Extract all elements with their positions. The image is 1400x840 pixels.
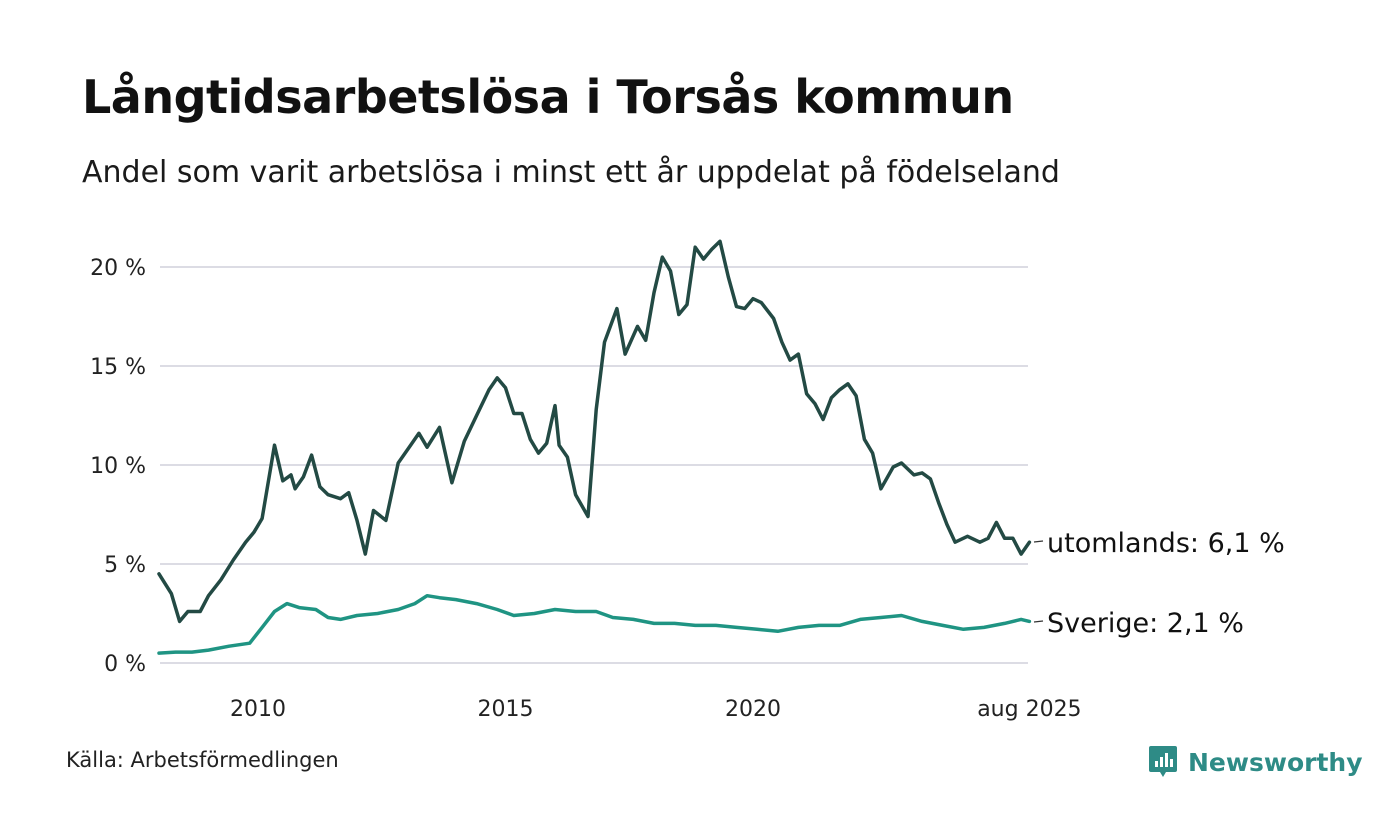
brand-logo: Newsworthy [1148,744,1363,780]
source-note: Källa: Arbetsförmedlingen [66,748,339,772]
y-tick-label: 5 % [104,553,146,578]
series-end-label: utomlands: 6,1 % [1047,528,1285,559]
series-lines [157,239,1032,655]
series-end-label: Sverige: 2,1 % [1047,608,1244,639]
label-connector [1033,620,1044,623]
brand-name: Newsworthy [1188,747,1363,777]
newsworthy-icon [1149,746,1177,777]
x-tick-label: 2010 [230,697,286,722]
chart-subtitle: Andel som varit arbetslösa i minst ett å… [82,155,1060,190]
x-tick-label: aug 2025 [977,697,1081,722]
end-labels: utomlands: 6,1 % Sverige: 2,1 % [1033,528,1285,639]
series-line-utomlands [157,239,1032,624]
label-connector [1033,540,1044,543]
x-tick-label: 2015 [478,697,534,722]
x-axis: 2010 2015 2020 aug 2025 [230,697,1082,722]
gridlines [160,266,1028,664]
y-tick-label: 20 % [90,256,146,281]
series-line-sverige [157,593,1032,655]
y-tick-label: 15 % [90,355,146,380]
chart-title: Långtidsarbetslösa i Torsås kommun [82,70,1014,124]
y-tick-label: 10 % [90,454,146,479]
y-tick-label: 0 % [104,652,146,677]
y-axis: 0 % 5 % 10 % 15 % 20 % [90,256,146,677]
x-tick-label: 2020 [725,697,781,722]
